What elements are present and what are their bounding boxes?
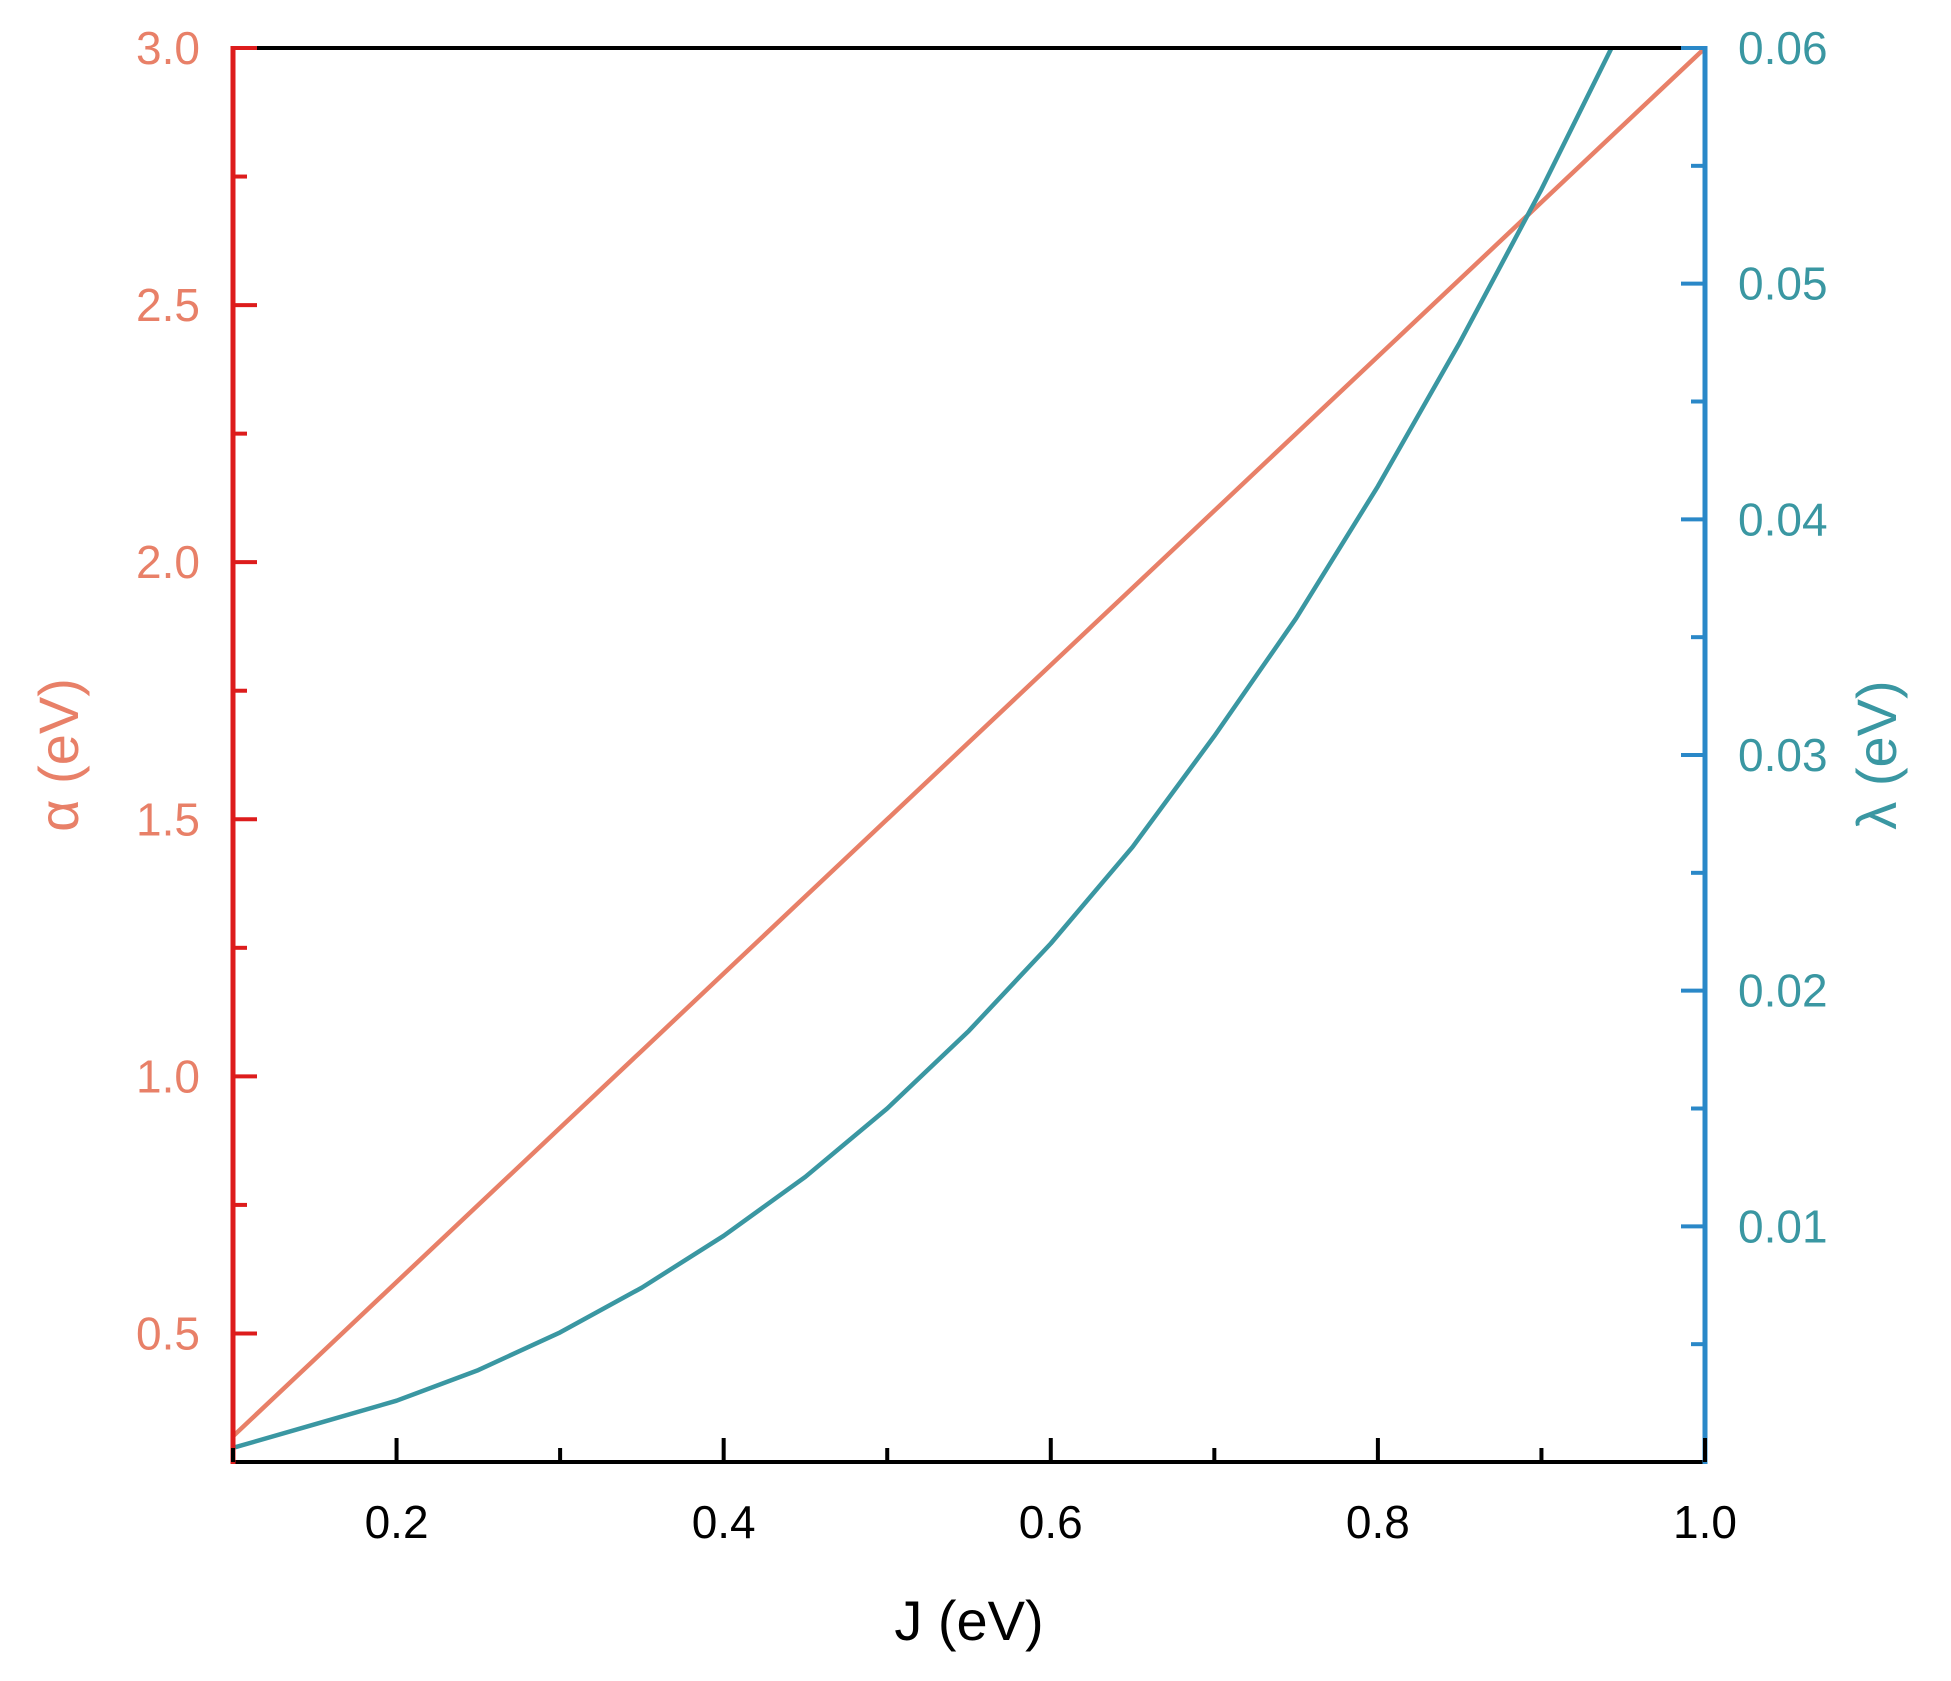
right-tick-label: 0.06 [1738, 22, 1828, 74]
plot-labels: 0.2 0.4 0.6 0.8 1.0 0.5 1.0 1.5 2.0 2.5 3.0 0.01 0.0… [27, 22, 1908, 1652]
left-tick-label: 0.5 [136, 1307, 200, 1359]
right-tick-label: 0.05 [1738, 258, 1828, 310]
lambda-series-line [233, 48, 1615, 1451]
left-tick-label: 2.0 [136, 536, 200, 588]
x-tick-label: 0.4 [692, 1496, 756, 1548]
left-tick-label: 3.0 [136, 22, 200, 74]
plot-lines [233, 48, 1705, 1451]
left-tick-label: 1.0 [136, 1050, 200, 1102]
x-tick-label: 1.0 [1673, 1496, 1737, 1548]
x-tick-label: 0.8 [1346, 1496, 1410, 1548]
left-tick-label: 1.5 [136, 793, 200, 845]
right-tick-label: 0.03 [1738, 729, 1828, 781]
x-tick-label: 0.2 [365, 1496, 429, 1548]
left-tick-label: 2.5 [136, 279, 200, 331]
right-tick-label: 0.04 [1738, 493, 1828, 545]
left-y-axis-title: α (eV) [27, 678, 90, 832]
x-axis-title: J (eV) [894, 1589, 1043, 1652]
x-tick-label: 0.6 [1019, 1496, 1083, 1548]
right-tick-label: 0.01 [1738, 1200, 1828, 1252]
right-tick-label: 0.02 [1738, 965, 1828, 1017]
right-y-axis-title: λ (eV) [1845, 680, 1908, 829]
alpha-series-line [233, 48, 1705, 1438]
plot-ticks [231, 46, 1707, 1462]
